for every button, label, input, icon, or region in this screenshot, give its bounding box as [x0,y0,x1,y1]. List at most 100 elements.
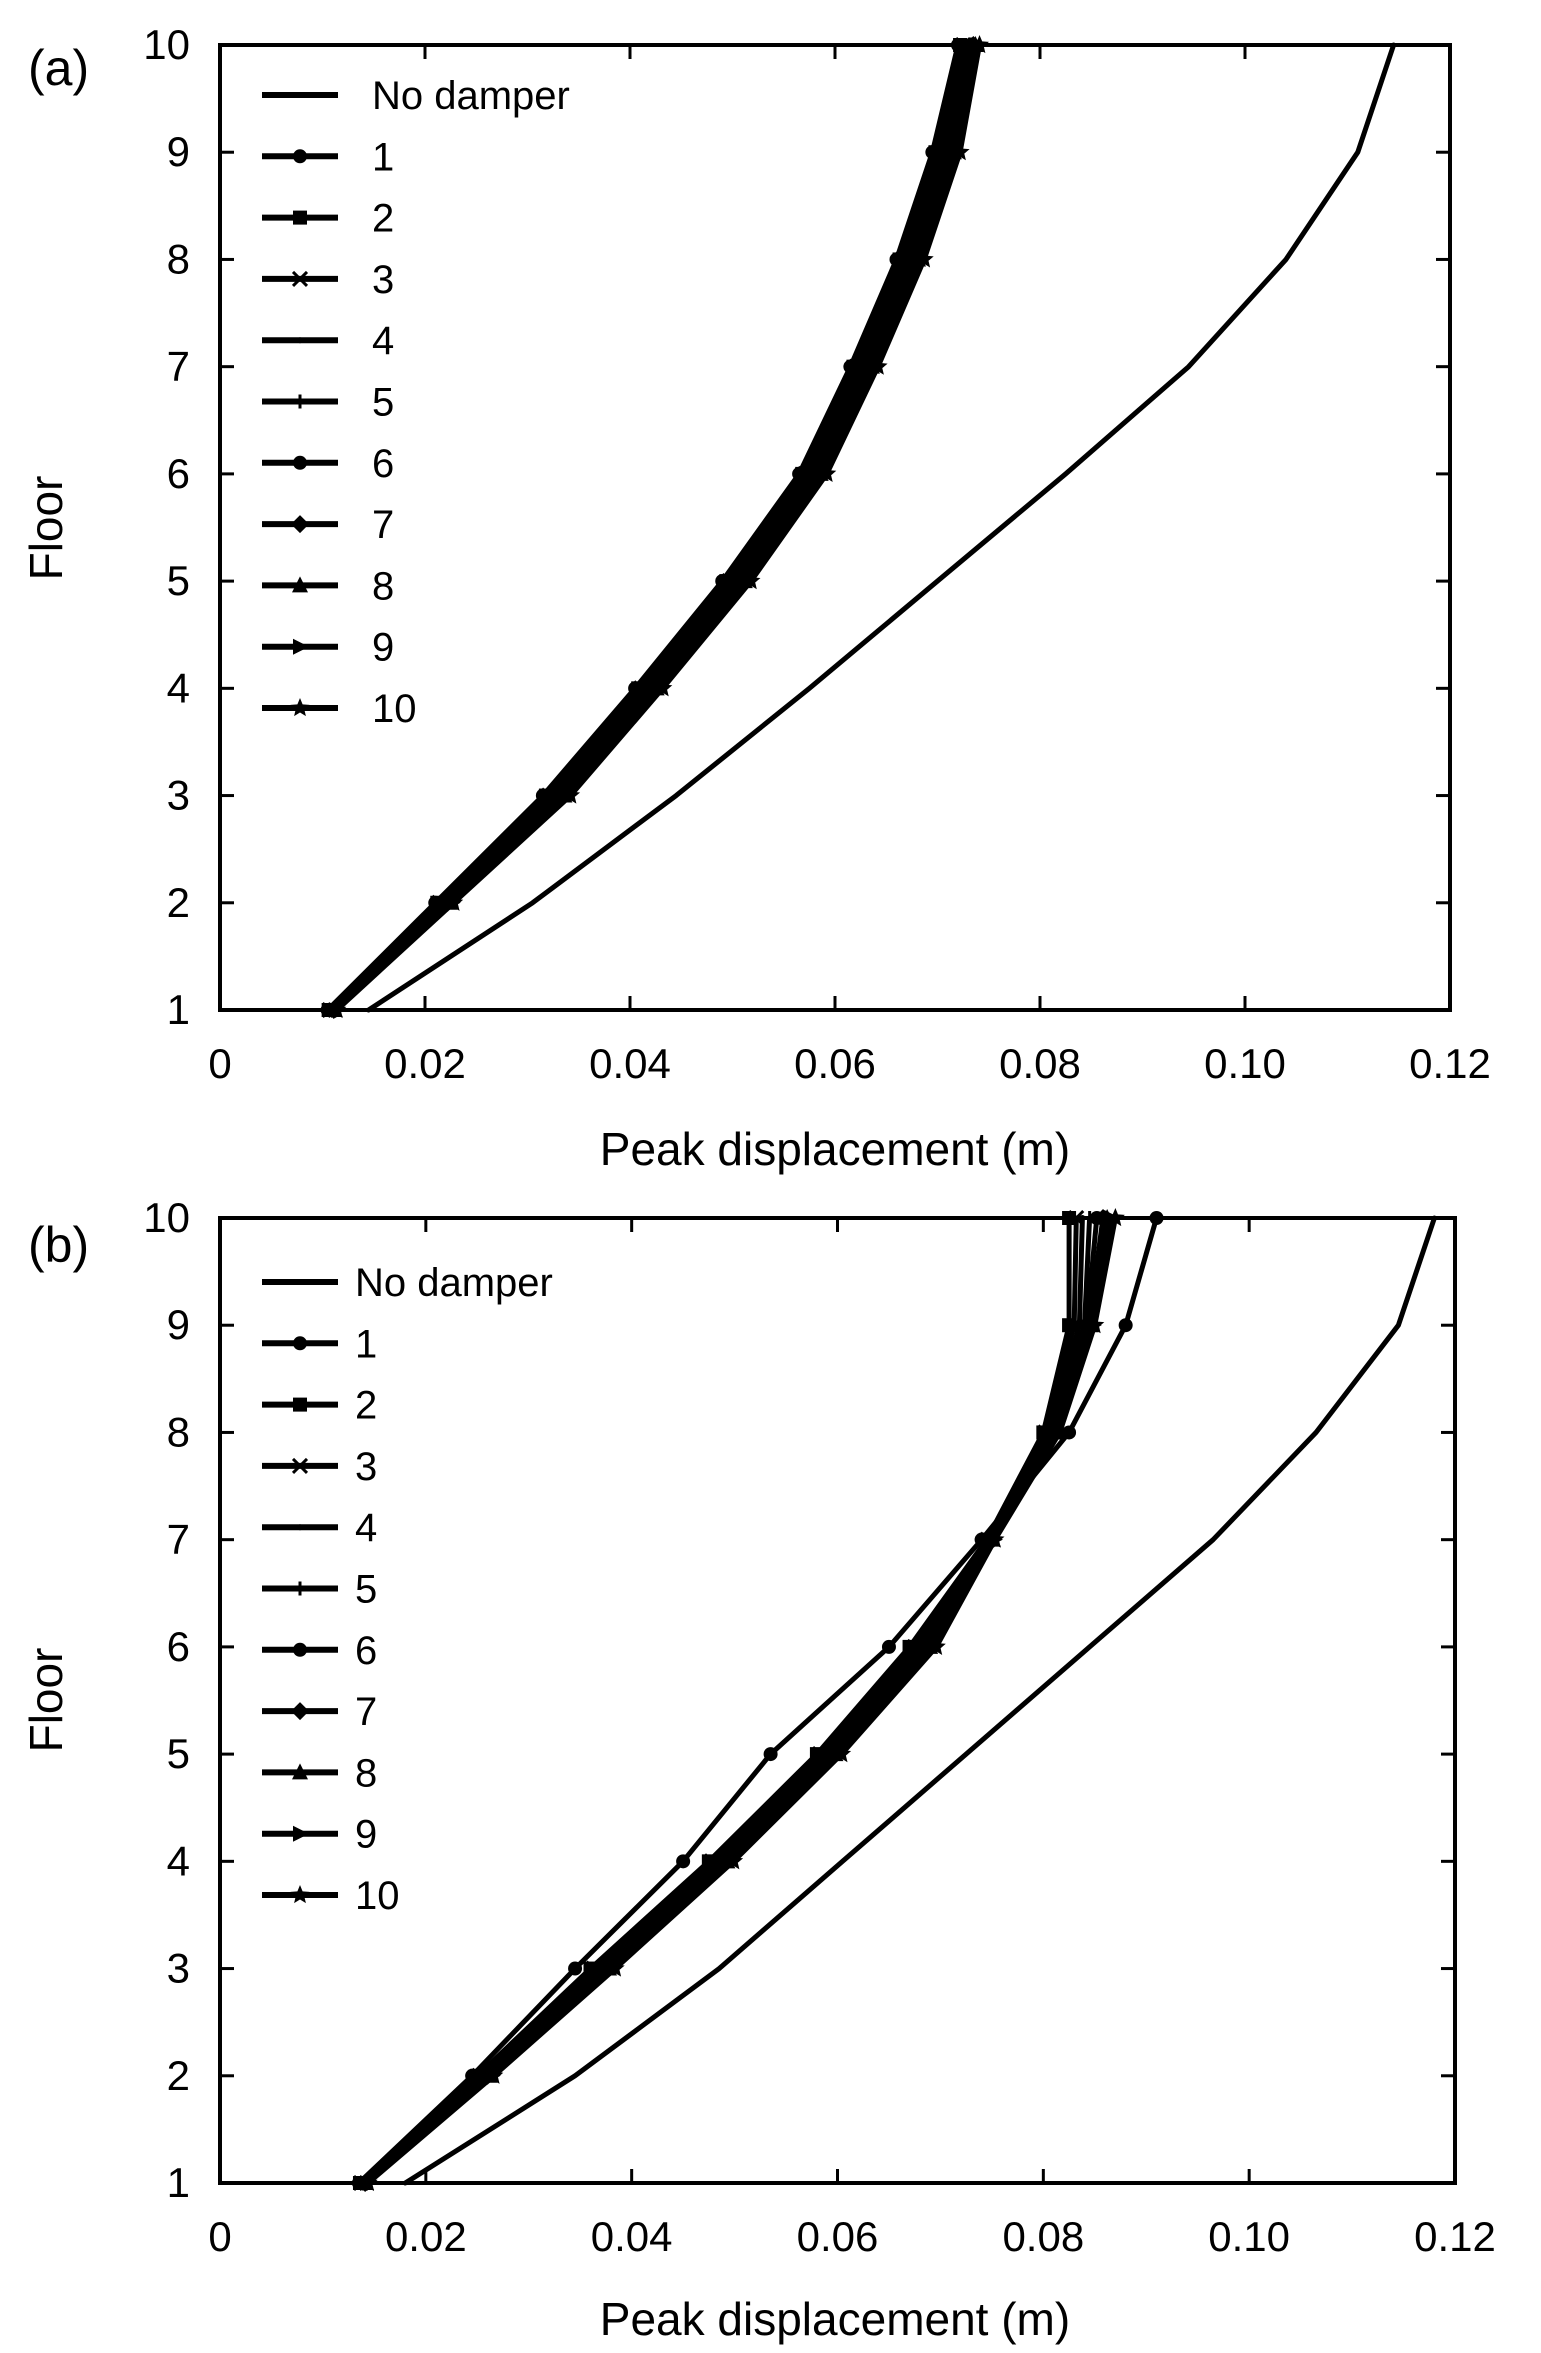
legend-label-6: 6 [372,442,394,486]
legend-item-4: 4 [262,1506,377,1550]
data-point-10 [561,785,581,804]
legend-label-8: 8 [372,564,394,608]
legend-marker-9 [293,638,309,655]
data-point-1 [881,1639,896,1654]
legend-item-6: 6 [262,442,394,486]
data-point-10 [950,142,970,161]
y-tick-label: 8 [167,1408,190,1455]
x-tick-label: 0 [208,1040,231,1087]
data-point-10 [926,1636,946,1655]
legend-label-7: 7 [355,1690,377,1734]
legend-item-no-damper: No damper [262,1261,553,1305]
legend-item-no-damper: No damper [262,74,570,118]
x-tick-label: 0.10 [1208,2213,1290,2260]
data-point-1 [568,1961,583,1976]
legend-marker-10 [290,698,310,717]
legend-marker-3 [291,270,309,287]
legend-item-10: 10 [262,687,417,731]
y-tick-label: 9 [167,128,190,175]
series-line-no-damper [402,1215,1437,2186]
data-point-10 [1105,1208,1125,1227]
x-tick-label: 0 [208,2213,231,2260]
y-tick-label: 2 [167,2052,190,2099]
series-layer [320,35,1397,1019]
x-tick-label: 0.06 [794,1040,876,1087]
chart-panel-b: 0 0.02 0.04 0.06 0.08 0.10 0.12 1 2 3 4 5 6 7 8 9 10 Peak… [20,1194,1496,2345]
legend-marker-5 [293,1581,307,1596]
data-point-10 [741,571,761,590]
data-point-10 [444,892,464,911]
legend-label-2: 2 [355,1384,377,1428]
data-point-1 [1118,1318,1133,1333]
legend-item-10: 10 [262,1874,400,1918]
legend-label-6: 6 [355,1629,377,1673]
series-10 [327,35,989,1019]
legend-marker-5 [293,394,307,409]
legend-label-9: 9 [372,626,394,670]
y-tick-label: 5 [167,557,190,604]
legend-marker-7 [291,1702,309,1721]
legend-label-4: 4 [355,1506,377,1550]
legend-marker-1 [293,149,307,164]
legend-marker-2 [293,1397,307,1412]
x-tick-label: 0.08 [999,1040,1081,1087]
data-point-1 [1062,1425,1077,1440]
data-point-10 [985,1529,1005,1548]
legend-label-5: 5 [355,1568,377,1612]
legend-item-1: 1 [262,135,394,179]
legend-item-9: 9 [262,1813,377,1857]
data-point-1 [676,1854,691,1869]
y-tick-label: 6 [167,450,190,497]
data-point-1 [763,1747,778,1762]
data-point-10 [653,678,673,697]
series-no-damper [402,1215,1437,2186]
legend-item-4: 4 [262,319,394,363]
x-tick-label: 0.08 [1002,2213,1084,2260]
series-line-1 [356,1215,1159,2186]
legend-label-3: 3 [372,258,394,302]
legend-label-9: 9 [355,1813,377,1857]
x-tick-label: 0.12 [1414,2213,1496,2260]
data-point-10 [605,1958,625,1977]
x-axis-label: Peak displacement (m) [600,2293,1070,2345]
y-tick-label: 10 [143,1194,190,1241]
legend-item-2: 2 [262,197,394,241]
legend-item-8: 8 [262,1751,377,1795]
legend-item-5: 5 [262,1568,377,1612]
legend-marker-8 [292,576,308,593]
legend-label-2: 2 [372,197,394,241]
x-tick-label: 0.06 [797,2213,879,2260]
legend-item-3: 3 [262,1445,377,1489]
x-axis-label: Peak displacement (m) [600,1123,1070,1175]
legend-label-no-damper: No damper [355,1261,553,1305]
legend-marker-6 [293,1642,307,1657]
data-point-1 [1149,1211,1164,1225]
data-point-10 [1085,1315,1105,1334]
series-line-10 [365,1215,1118,2186]
series-line-10 [334,42,982,1013]
y-axis-label: Floor [20,1648,72,1753]
data-point-10 [970,35,989,54]
legend-label-7: 7 [372,503,394,547]
y-tick-label: 4 [167,664,190,711]
y-tick-label: 9 [167,1301,190,1348]
y-tick-label: 7 [167,343,190,390]
data-point-10 [1050,1422,1070,1441]
series-layer [351,1208,1437,2192]
legend-label-8: 8 [355,1751,377,1795]
legend-item-1: 1 [262,1322,377,1366]
legend-item-5: 5 [262,381,394,425]
legend-marker-8 [292,1763,308,1780]
legend-item-2: 2 [262,1384,377,1428]
data-point-10 [832,1744,852,1763]
x-tick-label: 0.02 [385,2213,467,2260]
data-point-10 [817,463,837,482]
y-axis-label: Floor [20,476,72,581]
data-point-10 [327,1000,347,1019]
legend-item-9: 9 [262,626,394,670]
legend-marker-10 [290,1885,310,1904]
y-tick-label: 7 [167,1516,190,1563]
legend-label-10: 10 [372,687,417,731]
legend-item-3: 3 [262,258,394,302]
data-point-10 [868,356,888,375]
